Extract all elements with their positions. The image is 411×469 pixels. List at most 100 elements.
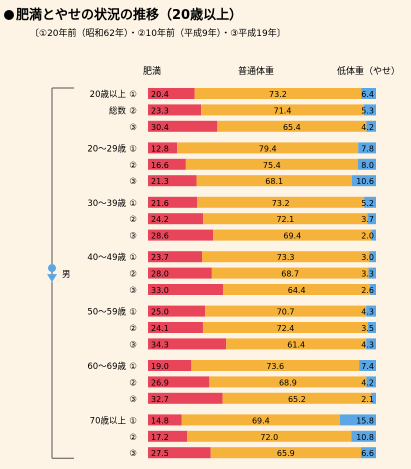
value-label-normal: 61.4	[287, 340, 305, 349]
value-label-thin: 5.3	[361, 106, 374, 115]
bar-normal	[213, 229, 372, 241]
value-label-thin: 2.1	[361, 395, 374, 404]
bar-thin	[361, 88, 376, 99]
bar-obese	[148, 251, 203, 263]
row-marker: ②	[129, 378, 137, 388]
value-label-normal: 73.6	[266, 362, 284, 371]
row-marker: ③	[129, 177, 137, 187]
bar-thin	[366, 338, 376, 350]
bar-normal	[185, 158, 358, 170]
row-marker: ①	[129, 362, 137, 372]
bar-normal	[181, 414, 340, 426]
value-label-normal: 70.7	[277, 308, 295, 317]
value-label-thin: 7.8	[361, 144, 374, 153]
value-label-obese: 17.2	[151, 433, 169, 442]
value-label-obese: 21.6	[151, 199, 169, 208]
row-marker: ③	[129, 232, 137, 242]
value-label-thin: 4.2	[361, 123, 374, 132]
row-marker: ①	[129, 308, 137, 318]
bar-thin	[363, 104, 376, 116]
bar-obese	[148, 414, 182, 426]
bar-thin	[358, 142, 376, 154]
bar-thin	[369, 251, 376, 263]
bar-thin	[366, 376, 376, 388]
group-label: 20～29歳	[87, 143, 126, 154]
value-label-normal: 79.4	[259, 144, 277, 153]
bar-normal	[202, 251, 370, 263]
value-label-thin: 3.0	[361, 253, 374, 262]
value-label-thin: 4.3	[361, 308, 374, 317]
bar-thin	[366, 305, 376, 317]
bar-normal	[223, 284, 371, 295]
row-marker: ①	[129, 199, 137, 209]
bar-normal	[197, 196, 365, 208]
bar-obese	[148, 322, 203, 333]
value-label-obese: 14.8	[151, 416, 169, 425]
value-label-obese: 24.1	[151, 324, 169, 333]
value-label-obese: 23.3	[151, 106, 169, 115]
bar-normal	[226, 338, 367, 350]
value-label-obese: 20.4	[151, 90, 169, 99]
bar-thin	[359, 360, 376, 371]
value-label-obese: 30.4	[151, 123, 169, 132]
bar-obese	[148, 158, 186, 170]
value-label-thin: 7.4	[361, 362, 374, 371]
bar-normal	[177, 142, 359, 154]
value-label-normal: 68.9	[279, 378, 297, 387]
bar-obese	[148, 360, 192, 371]
col-header-normal: 普通体重	[238, 67, 275, 77]
value-label-thin: 6.4	[361, 90, 374, 99]
bar-obese	[148, 104, 202, 116]
bar-obese	[148, 196, 198, 208]
bar-thin	[368, 322, 376, 333]
row-marker: ①	[129, 416, 137, 426]
value-label-normal: 72.4	[277, 324, 295, 333]
row-marker: ②	[129, 433, 137, 443]
bar-normal	[191, 360, 360, 371]
value-label-thin: 15.8	[356, 416, 374, 425]
value-label-thin: 3.3	[361, 270, 374, 279]
value-label-normal: 65.2	[288, 395, 306, 404]
bar-normal	[201, 104, 364, 116]
value-label-obese: 33.0	[151, 286, 169, 295]
row-marker: ②	[129, 270, 137, 280]
value-label-obese: 27.5	[151, 449, 169, 458]
bar-obese	[148, 447, 211, 459]
bar-normal	[222, 392, 372, 404]
col-header-thin: 低体重（やせ）	[337, 67, 401, 77]
value-label-normal: 75.4	[263, 161, 281, 170]
value-label-obese: 34.3	[151, 340, 169, 349]
value-label-normal: 72.0	[260, 433, 278, 442]
value-label-thin: 3.5	[361, 324, 374, 333]
row-marker: ③	[129, 340, 137, 350]
bar-obese	[148, 142, 178, 154]
bar-thin	[370, 284, 376, 295]
bar-thin	[367, 213, 376, 225]
row-marker: ②	[129, 161, 137, 171]
value-label-normal: 65.9	[277, 449, 295, 458]
value-label-obese: 16.6	[151, 161, 169, 170]
row-marker: ②	[129, 215, 137, 225]
bar-obese	[148, 392, 223, 404]
bar-obese	[148, 305, 205, 317]
value-label-obese: 28.0	[151, 270, 169, 279]
bar-normal	[202, 322, 369, 333]
bar-normal	[209, 376, 367, 388]
bar-obese	[148, 175, 197, 187]
bar-thin	[371, 229, 376, 241]
value-label-thin: 4.2	[361, 378, 374, 387]
bar-obese	[148, 213, 204, 225]
bar-thin	[357, 158, 376, 170]
bar-normal	[205, 305, 367, 317]
chart-title-text: 肥満とやせの状況の推移（20歳以上）	[16, 8, 243, 23]
bar-normal	[187, 430, 352, 442]
bar-thin	[351, 430, 376, 442]
bar-obese	[148, 338, 227, 350]
group-label: 50～59歳	[87, 307, 126, 318]
bar-obese	[148, 229, 214, 241]
bullet-icon	[4, 10, 14, 20]
row-marker: ③	[129, 123, 137, 133]
row-marker: ①	[129, 144, 137, 154]
value-label-obese: 23.7	[151, 253, 169, 262]
value-label-normal: 71.4	[274, 106, 292, 115]
